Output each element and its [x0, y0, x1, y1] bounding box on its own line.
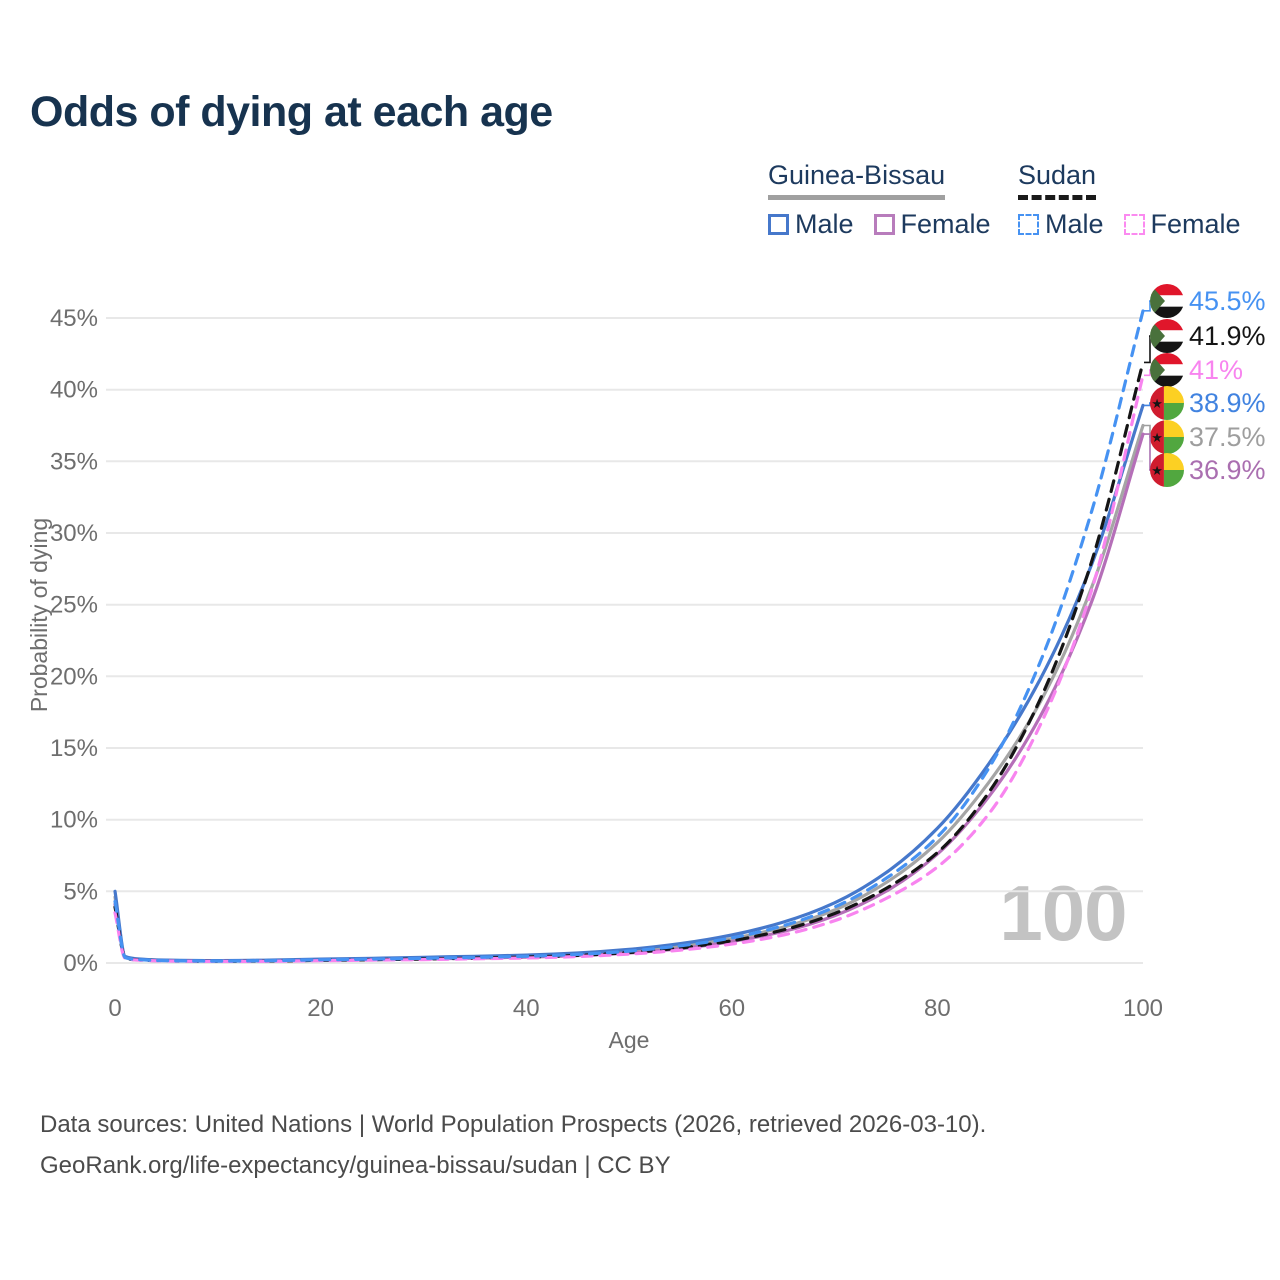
- y-tick-label-20: 20%: [50, 663, 98, 690]
- y-tick-label-40: 40%: [50, 377, 98, 404]
- flag-icon-sudan: [1150, 284, 1184, 318]
- end-label-guinea-bissau-female: ★ 36.9%: [1144, 433, 1266, 487]
- footer: Data sources: United Nations | World Pop…: [40, 1104, 986, 1186]
- legend-label-guinea-bissau-female: Female: [900, 209, 991, 239]
- end-label-leader: [1144, 300, 1151, 312]
- svg-text:★: ★: [1151, 463, 1163, 478]
- y-tick-label-10: 10%: [50, 807, 98, 834]
- y-tick-label-25: 25%: [50, 592, 98, 619]
- legend-item-guinea-bissau-female[interactable]: Female: [873, 209, 991, 240]
- legend-country-guinea-bissau: Guinea-Bissau: [768, 160, 946, 200]
- legend-row-guinea-bissau: Male Female: [768, 209, 991, 240]
- checkbox-sudan-female[interactable]: [1123, 214, 1145, 235]
- end-label-guinea-bissau-total: ★ 37.5%: [1144, 420, 1266, 454]
- x-tick-label-20: 20: [307, 995, 334, 1022]
- y-tick-label-0: 0%: [63, 950, 98, 977]
- footer-data-sources: Data sources: United Nations | World Pop…: [40, 1111, 987, 1138]
- legend-group-guinea-bissau: Guinea-Bissau Male Female: [768, 160, 991, 240]
- legend-label-guinea-bissau-male: Male: [795, 209, 854, 239]
- legend-label-sudan-male: Male: [1045, 209, 1104, 239]
- end-label-value: 45.5%: [1189, 286, 1266, 316]
- end-label-value: 41%: [1189, 355, 1243, 385]
- checkbox-sudan-male[interactable]: [1018, 214, 1039, 235]
- y-tick-label-35: 35%: [50, 448, 98, 475]
- y-tick-label-15: 15%: [50, 735, 98, 762]
- x-tick-label-60: 60: [718, 995, 745, 1022]
- svg-text:★: ★: [1151, 396, 1163, 411]
- series-line-sudan-total[interactable]: [113, 360, 1145, 963]
- series-line-sudan-female[interactable]: [113, 373, 1145, 963]
- end-label-leader: [1144, 335, 1151, 364]
- footer-attribution: GeoRank.org/life-expectancy/guinea-bissa…: [40, 1152, 671, 1179]
- svg-text:★: ★: [1151, 430, 1163, 445]
- series-line-sudan-male[interactable]: [113, 309, 1145, 963]
- y-tick-label-45: 45%: [50, 305, 98, 332]
- watermark-age-100: 100: [999, 869, 1127, 957]
- page-title: Odds of dying at each age: [30, 88, 553, 136]
- end-label-leader: [1144, 424, 1151, 438]
- legend-country-sudan: Sudan: [1018, 160, 1097, 200]
- series-line-guinea-bissau-male[interactable]: [113, 403, 1145, 963]
- legend-row-sudan: Male Female: [1018, 209, 1241, 240]
- end-label-sudan-total: 41.9%: [1144, 319, 1266, 364]
- x-axis-title: Age: [609, 1027, 650, 1053]
- end-label-value: 41.9%: [1189, 321, 1266, 351]
- x-tick-label-100: 100: [1123, 995, 1163, 1022]
- legend-item-sudan-male[interactable]: Male: [1018, 209, 1104, 240]
- series-line-guinea-bissau-total[interactable]: [113, 423, 1145, 963]
- end-label-leader: [1144, 433, 1151, 471]
- flag-icon-guinea-bissau: ★: [1150, 386, 1184, 420]
- end-label-leader: [1144, 369, 1151, 377]
- end-label-value: 37.5%: [1189, 422, 1266, 452]
- y-tick-label-30: 30%: [50, 520, 98, 547]
- flag-icon-sudan: [1150, 319, 1184, 353]
- x-tick-label-0: 0: [108, 995, 121, 1022]
- end-label-value: 38.9%: [1189, 388, 1266, 418]
- end-label-sudan-male: 45.5%: [1144, 284, 1266, 318]
- checkbox-guinea-bissau-male[interactable]: [768, 214, 789, 235]
- end-label-leader: [1144, 402, 1151, 407]
- series-line-guinea-bissau-female[interactable]: [113, 432, 1145, 963]
- checkbox-guinea-bissau-female[interactable]: [873, 214, 895, 235]
- x-tick-label-80: 80: [924, 995, 951, 1022]
- x-tick-label-40: 40: [513, 995, 540, 1022]
- legend-group-sudan: Sudan Male Female: [1018, 160, 1241, 240]
- legend-item-guinea-bissau-male[interactable]: Male: [768, 209, 854, 240]
- y-tick-label-5: 5%: [63, 878, 98, 905]
- end-label-value: 36.9%: [1189, 455, 1266, 485]
- y-axis-title: Probability of dying: [26, 518, 52, 712]
- legend-label-sudan-female: Female: [1150, 209, 1241, 239]
- end-label-guinea-bissau-male: ★ 38.9%: [1144, 386, 1266, 420]
- legend-item-sudan-female[interactable]: Female: [1123, 209, 1241, 240]
- end-label-sudan-female: 41%: [1144, 353, 1243, 387]
- flag-icon-sudan: [1150, 353, 1184, 387]
